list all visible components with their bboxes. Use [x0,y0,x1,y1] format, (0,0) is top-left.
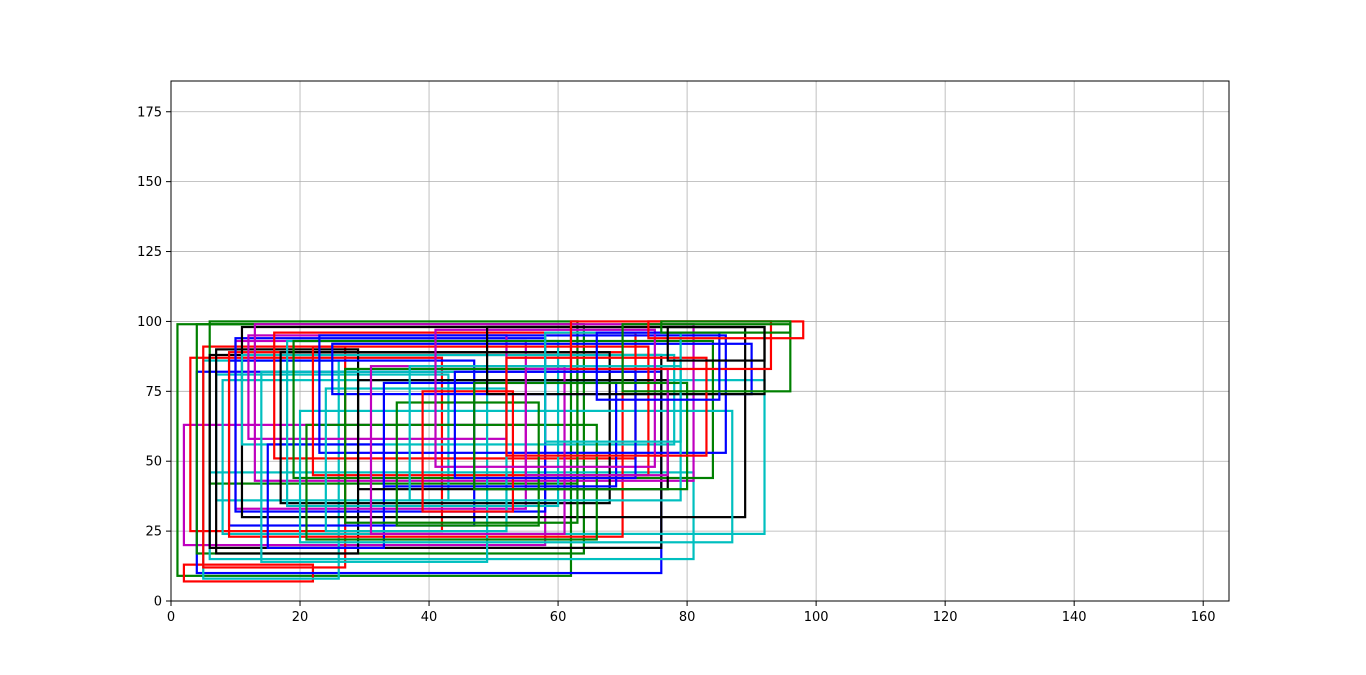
x-tick-label: 140 [1062,610,1087,625]
data-rectangle [421,390,515,513]
x-axis: 0 20 40 60 80 100 120 140 160 [167,601,1216,625]
x-tick-label: 20 [292,610,309,625]
y-tick-label: 125 [137,245,162,260]
x-tick-label: 120 [933,610,958,625]
y-tick-label: 25 [145,525,162,540]
plot-frame [170,80,1230,602]
x-tick-label: 160 [1191,610,1216,625]
y-tick-label: 175 [137,105,162,120]
y-tick-label: 50 [145,455,162,470]
data-rectangle [344,367,579,524]
x-tick-label: 0 [167,610,175,625]
data-rectangle [298,409,734,544]
data-rectangle [395,401,540,527]
y-tick-label: 0 [154,595,162,610]
x-tick-label: 40 [421,610,438,625]
data-rectangle [305,423,598,541]
y-tick-label: 150 [137,175,162,190]
data-rectangle [505,356,708,457]
y-tick-label: 100 [137,315,162,330]
data-rectangle [621,323,792,393]
data-rectangle [324,387,508,533]
data-rectangle [434,328,656,468]
data-rectangle [660,320,792,334]
x-tick-label: 80 [679,610,696,625]
y-axis: 0 25 50 75 100 125 150 175 [137,105,171,610]
data-rectangles [176,320,805,583]
x-tick-label: 60 [550,610,567,625]
data-rectangle [311,345,650,477]
y-tick-label: 75 [145,385,162,400]
x-tick-label: 100 [804,610,829,625]
data-rectangle [473,381,689,491]
data-rectangle [595,331,721,401]
data-rectangle [666,325,766,362]
data-rectangle [279,351,611,505]
